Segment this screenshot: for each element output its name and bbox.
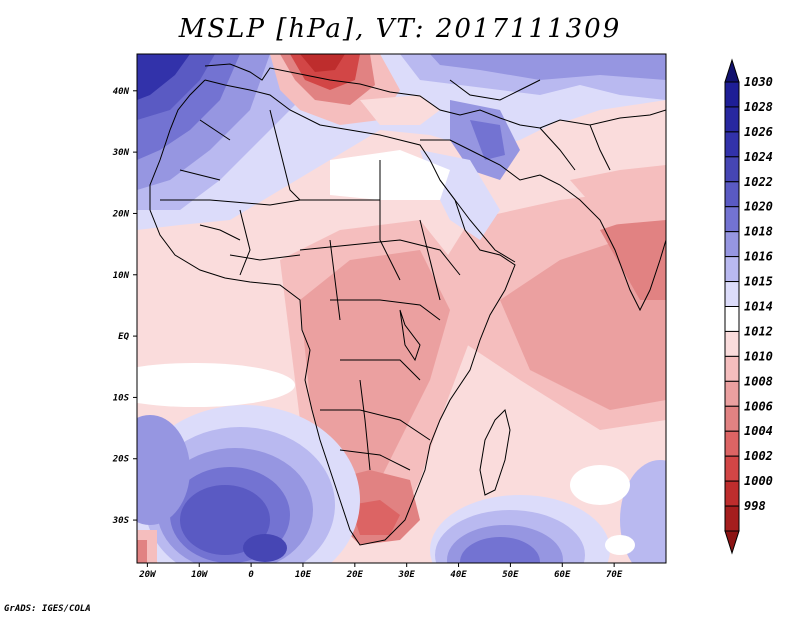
lat-tick-label: 20N [112, 209, 130, 219]
map-title: MSLP [hPa], VT: 2017111309 [178, 14, 622, 44]
lon-tick-label: 40E [450, 570, 467, 580]
colorbar-swatch [724, 81, 740, 108]
colorbar-label: 1015 [744, 275, 773, 289]
colorbar-swatch [724, 156, 740, 183]
colorbar-swatch [724, 231, 740, 258]
colorbar-bottom-arrow [724, 530, 740, 555]
colorbar-swatch [724, 181, 740, 208]
colorbar-label: 1000 [744, 474, 773, 488]
colorbar-swatch [724, 430, 740, 457]
lat-tick-label: EQ [118, 332, 129, 342]
colorbar-label: 1022 [744, 175, 773, 189]
colorbar-swatch [724, 405, 740, 432]
colorbar-swatch [724, 480, 740, 507]
plot-frame [136, 53, 667, 564]
colorbar-label: 1026 [744, 125, 773, 139]
colorbar-label: 1008 [744, 374, 773, 388]
colorbar-swatch [724, 355, 740, 382]
colorbar-swatch [724, 455, 740, 482]
credit-text: GrADS: IGES/COLA [4, 604, 91, 614]
colorbar-swatch [724, 330, 740, 357]
lat-tick-label: 20S [112, 455, 130, 465]
colorbar-swatch [724, 256, 740, 283]
lon-tick-label: 30E [398, 570, 416, 580]
colorbar-swatch [724, 131, 740, 158]
lon-tick-label: 0 [248, 570, 254, 580]
colorbar-swatch [724, 380, 740, 407]
colorbar-swatch [724, 306, 740, 332]
colorbar-top-arrow [724, 58, 740, 83]
lon-tick-label: 10E [295, 570, 312, 580]
colorbar-label: 1010 [744, 349, 773, 363]
colorbar-label: 1018 [744, 225, 773, 239]
lon-tick-label: 70E [606, 570, 623, 580]
colorbar-label: 1002 [744, 449, 773, 463]
lat-tick-label: 10N [113, 271, 130, 281]
colorbar-label: 1006 [744, 399, 773, 413]
lon-tick-label: 60E [554, 570, 571, 580]
colorbar-swatch [724, 505, 740, 532]
lat-tick-label: 30S [112, 516, 130, 526]
colorbar-swatch [724, 206, 740, 233]
lon-tick-label: 10W [191, 570, 209, 580]
pressure-field [137, 54, 666, 563]
colorbar-label: 1016 [744, 250, 773, 264]
colorbar-label: 1028 [744, 100, 773, 114]
lon-tick-label: 20E [346, 570, 364, 580]
colorbar-swatch [724, 281, 740, 307]
colorbar-swatch [724, 106, 740, 133]
colorbar-label: 1014 [744, 300, 773, 314]
colorbar-label: 1024 [744, 150, 773, 164]
lon-tick-label: 50E [502, 570, 519, 580]
lon-tick-label: 20W [138, 570, 157, 580]
colorbar-label: 998 [744, 499, 766, 513]
colorbar-label: 1030 [744, 75, 773, 89]
colorbar-label: 1012 [744, 324, 773, 338]
colorbar-label: 1020 [744, 200, 773, 214]
colorbar-label: 1004 [744, 424, 773, 438]
coastlines [149, 63, 666, 546]
lat-tick-label: 10S [113, 393, 130, 403]
lat-tick-label: 40N [113, 87, 130, 97]
lat-tick-label: 30N [112, 148, 130, 158]
